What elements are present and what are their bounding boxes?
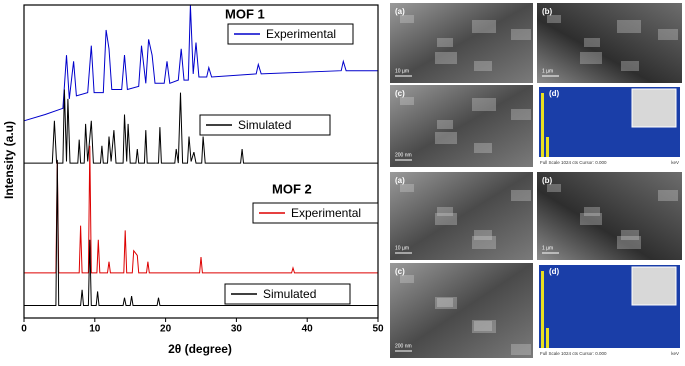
sem-texture	[547, 15, 561, 23]
sem-texture	[435, 52, 457, 64]
sem-texture	[474, 230, 492, 240]
sem-texture	[474, 321, 492, 331]
eds-inset	[631, 88, 677, 128]
series-line	[24, 145, 378, 274]
sem-image	[390, 263, 533, 358]
panel-label: (d)	[549, 89, 560, 98]
legend-label: Experimental	[291, 206, 361, 220]
sem-texture	[584, 207, 600, 216]
series-line	[24, 159, 378, 306]
scale-bar-label: 1 µm	[542, 245, 553, 251]
sem-texture	[437, 298, 453, 307]
sem-texture	[474, 143, 492, 153]
eds-unit: keV	[671, 351, 679, 356]
x-axis-label: 2θ (degree)	[168, 342, 232, 356]
y-axis-label: Intensity (a.u)	[2, 121, 16, 199]
sem-texture	[580, 52, 602, 64]
legend-box	[224, 283, 351, 305]
legend-box	[199, 114, 331, 136]
sem-texture	[472, 236, 496, 249]
sem-texture	[658, 190, 678, 201]
series-line	[24, 89, 378, 164]
sem-texture	[400, 97, 414, 105]
x-tick-label: 0	[21, 324, 27, 335]
legend-label: Simulated	[238, 118, 291, 132]
series-line	[23, 4, 378, 122]
sem-texture	[400, 275, 414, 283]
sem-texture	[547, 184, 561, 192]
sem-image	[537, 172, 682, 260]
sem-texture	[621, 61, 639, 71]
eds-peak	[546, 328, 549, 348]
eds-peak	[541, 93, 544, 157]
eds-footer: Full Scale 1024 cts Cursor: 0.000	[540, 160, 607, 165]
sem-texture	[511, 190, 531, 201]
sem-image	[390, 172, 533, 260]
sem-texture	[584, 38, 600, 47]
sem-texture	[472, 20, 496, 33]
eds-peak	[546, 137, 549, 157]
sem-texture	[617, 236, 641, 249]
eds-unit: keV	[671, 160, 679, 165]
eds-peak	[541, 271, 544, 348]
scale-bar-label: 200 nm	[395, 152, 412, 158]
sem-texture	[435, 213, 457, 225]
panel-label: (a)	[395, 176, 405, 185]
panel-label: (c)	[395, 89, 405, 98]
x-tick-label: 50	[372, 324, 384, 335]
legend-label: Simulated	[263, 287, 316, 301]
sem-texture	[435, 132, 457, 144]
sem-texture	[472, 320, 496, 333]
sem-texture	[511, 29, 531, 40]
panel-label: (b)	[542, 7, 553, 16]
sem-image	[390, 3, 533, 83]
scale-bar-label: 10 µm	[395, 245, 409, 251]
sem-texture	[435, 297, 457, 309]
sem-texture	[617, 20, 641, 33]
panel-label: (c)	[395, 267, 405, 276]
sem-image	[390, 85, 533, 167]
sem-texture	[400, 184, 414, 192]
eds-footer: Full Scale 1024 cts Cursor: 0.000	[540, 351, 607, 356]
sem-texture	[658, 29, 678, 40]
scale-bar-label: 1 µm	[542, 68, 553, 74]
sem-texture	[511, 344, 531, 355]
eds-inset	[631, 266, 677, 306]
legend-box	[227, 23, 354, 45]
x-tick-label: 10	[89, 324, 101, 335]
annotation: MOF 2	[272, 181, 312, 196]
x-tick-label: 20	[160, 324, 172, 335]
sem-texture	[400, 15, 414, 23]
scale-bar-label: 200 nm	[395, 343, 412, 349]
legend-label: Experimental	[266, 27, 336, 41]
sem-texture	[621, 230, 639, 240]
sem-texture	[437, 120, 453, 129]
plot-frame	[23, 4, 379, 319]
sem-texture	[474, 61, 492, 71]
sem-texture	[437, 38, 453, 47]
annotation: MOF 1	[225, 6, 265, 21]
panel-label: (b)	[542, 176, 553, 185]
x-tick-label: 30	[231, 324, 243, 335]
legend-box	[252, 202, 379, 224]
sem-texture	[437, 207, 453, 216]
x-tick-label: 40	[302, 324, 314, 335]
sem-image	[537, 3, 682, 83]
sem-texture	[580, 213, 602, 225]
sem-texture	[511, 109, 531, 120]
panel-label: (a)	[395, 7, 405, 16]
sem-texture	[472, 98, 496, 111]
panel-label: (d)	[549, 267, 560, 276]
scale-bar-label: 10 µm	[395, 68, 409, 74]
